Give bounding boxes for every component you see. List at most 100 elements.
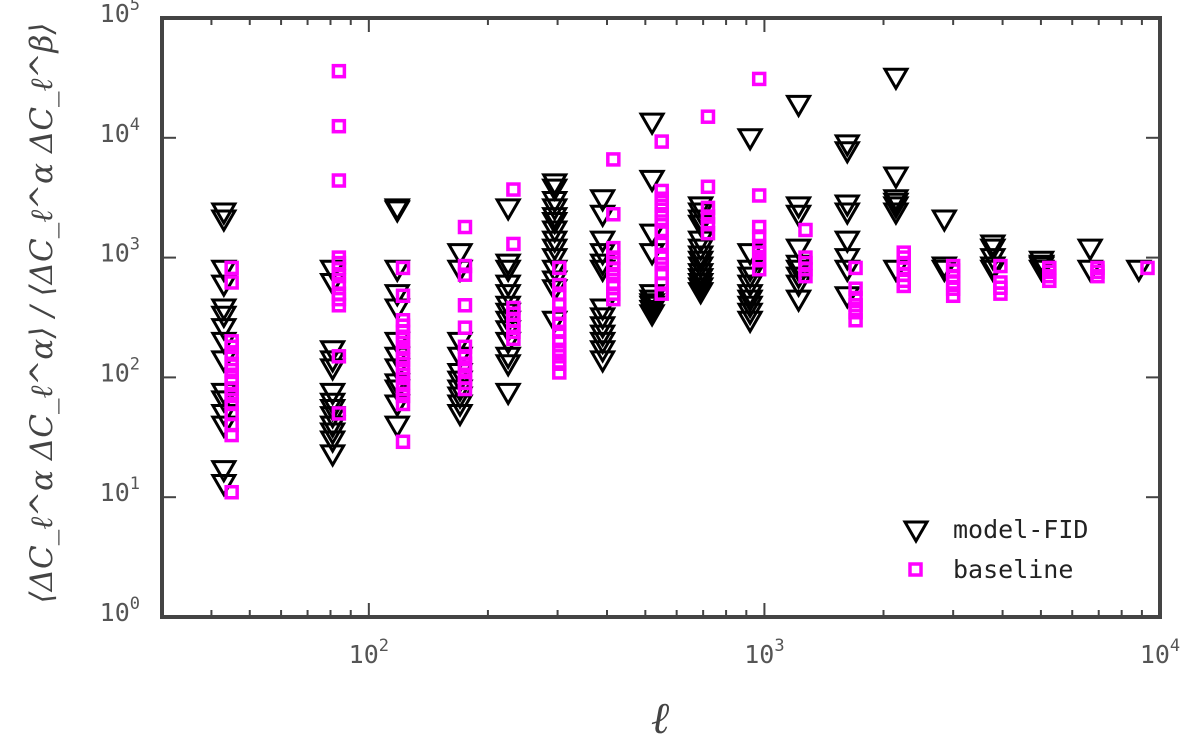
data-point (687, 196, 715, 220)
y-tick-label: 103 (100, 235, 140, 268)
legend-label-model-fid: model-FID (953, 515, 1088, 544)
data-point (798, 268, 813, 284)
data-point (224, 388, 239, 404)
data-point (506, 331, 521, 347)
data-point (700, 109, 716, 124)
data-point (1090, 268, 1105, 284)
plot-frame (160, 16, 1162, 619)
data-point (784, 204, 813, 229)
axis-ticks (161, 17, 1161, 618)
data-point (210, 460, 238, 484)
y-tick-label: 101 (100, 474, 140, 507)
data-point (896, 278, 911, 294)
data-point (395, 396, 411, 412)
data-point (979, 234, 1007, 258)
data-point (319, 392, 347, 417)
data-point (494, 253, 522, 278)
data-point (700, 209, 716, 224)
data-point (751, 253, 767, 268)
data-point (457, 320, 473, 335)
data-point (833, 141, 861, 165)
data-point (224, 484, 239, 500)
x-tick-label: 104 (1140, 636, 1180, 669)
y-tick-label: 105 (100, 0, 140, 28)
y-tick-label: 100 (100, 594, 140, 627)
data-point (638, 169, 666, 194)
data-point (638, 304, 666, 328)
data-point (784, 238, 813, 263)
y-axis-label: ⟨ΔC_ℓ^α ΔC_ℓ^α⟩ / ⟨ΔC_ℓ^α ΔC_ℓ^β⟩ (24, 23, 60, 604)
data-point (541, 248, 569, 272)
data-point (395, 352, 411, 368)
data-point (552, 356, 567, 371)
data-point (882, 67, 910, 92)
data-point (224, 362, 239, 378)
data-point (687, 250, 715, 275)
data-point (687, 214, 715, 239)
data-point (494, 354, 522, 378)
data-point (654, 198, 669, 214)
data-point (494, 284, 522, 308)
data-point (383, 284, 411, 308)
data-point (210, 415, 238, 440)
data-point (736, 284, 764, 308)
data-point (687, 238, 715, 263)
data-point (552, 349, 567, 364)
data-point (541, 178, 569, 203)
data-point (395, 288, 411, 304)
data-point (736, 289, 764, 314)
data-point (494, 259, 522, 284)
series-baseline (224, 63, 1155, 500)
data-point (331, 268, 347, 284)
data-point (784, 289, 813, 314)
data-point (654, 183, 669, 199)
data-point (506, 236, 521, 252)
data-point (210, 298, 238, 322)
data-point (751, 71, 767, 87)
data-point (331, 118, 347, 134)
data-point (736, 259, 764, 284)
data-point (331, 63, 347, 79)
data-point (930, 256, 958, 281)
data-point (552, 334, 567, 349)
data-point (638, 112, 666, 137)
data-point (687, 256, 715, 281)
data-point (541, 173, 569, 197)
data-point (331, 406, 347, 421)
data-point (606, 268, 621, 284)
data-point (930, 209, 958, 233)
data-point (1042, 273, 1057, 289)
data-point (833, 202, 861, 227)
data-point (210, 318, 238, 342)
data-point (751, 188, 767, 203)
data-point (654, 257, 669, 272)
data-point (395, 367, 411, 383)
data-point (848, 290, 863, 306)
data-point (331, 349, 347, 364)
data-point (700, 225, 716, 241)
data-point (457, 258, 473, 274)
data-point (882, 166, 910, 190)
data-point (224, 339, 239, 355)
data-point (606, 291, 621, 307)
data-point (654, 214, 669, 229)
data-point (494, 382, 522, 407)
x-tick-label: 102 (349, 636, 389, 669)
data-point (224, 427, 239, 443)
data-point (319, 399, 347, 423)
data-point (457, 298, 473, 313)
data-point (1125, 259, 1153, 284)
data-point (457, 381, 473, 397)
data-point (552, 316, 567, 332)
data-point (494, 198, 522, 222)
data-point (319, 430, 347, 455)
data-point (506, 182, 521, 197)
data-point (541, 190, 569, 215)
data-point (798, 222, 813, 238)
data-point (457, 362, 473, 378)
data-point (751, 245, 767, 260)
data-point (457, 219, 473, 235)
data-point (833, 286, 861, 310)
data-point (606, 207, 621, 222)
